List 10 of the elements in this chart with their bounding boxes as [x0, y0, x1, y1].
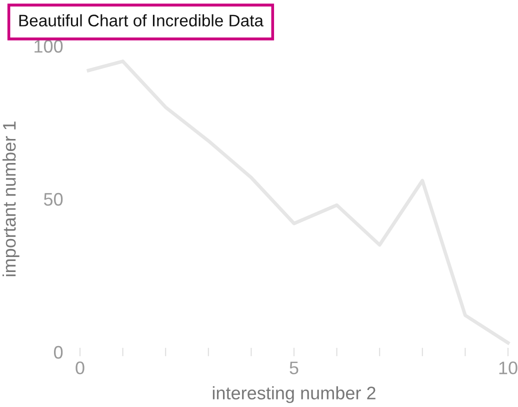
- y-tick-label: 0: [54, 346, 63, 359]
- y-axis-title: important number 1: [2, 122, 20, 276]
- y-tick-label: 100: [34, 40, 63, 53]
- x-tick-label: 0: [76, 362, 84, 374]
- x-axis-title: interesting number 2: [212, 386, 376, 404]
- y-tick-label: 50: [44, 192, 63, 206]
- x-tick-label: 5: [290, 362, 298, 374]
- x-tick-label: 10: [499, 362, 518, 374]
- line-series: [86, 60, 510, 345]
- chart-title: Beautiful Chart of Incredible Data: [19, 14, 264, 26]
